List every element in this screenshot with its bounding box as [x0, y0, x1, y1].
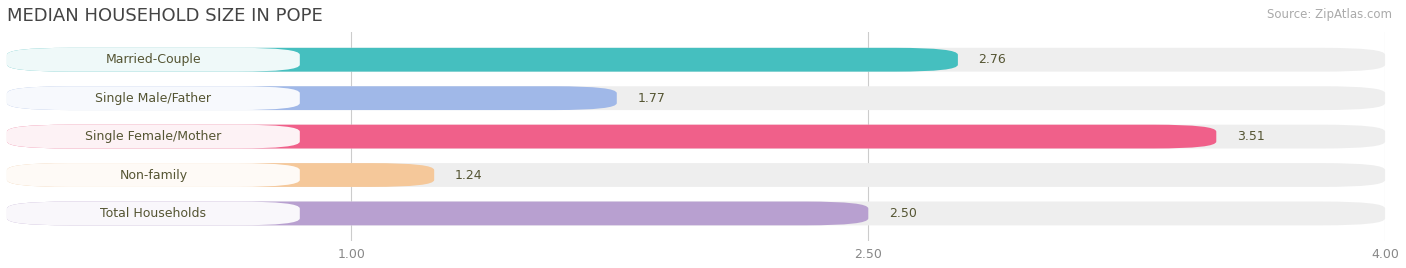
- FancyBboxPatch shape: [7, 163, 434, 187]
- FancyBboxPatch shape: [7, 163, 1385, 187]
- Text: 2.50: 2.50: [889, 207, 917, 220]
- FancyBboxPatch shape: [7, 86, 1385, 110]
- Text: Total Households: Total Households: [100, 207, 207, 220]
- FancyBboxPatch shape: [7, 163, 299, 187]
- FancyBboxPatch shape: [7, 125, 1385, 148]
- Text: Single Male/Father: Single Male/Father: [96, 92, 211, 105]
- Text: 1.24: 1.24: [456, 169, 482, 181]
- FancyBboxPatch shape: [7, 202, 1385, 225]
- Text: Married-Couple: Married-Couple: [105, 53, 201, 66]
- Text: Source: ZipAtlas.com: Source: ZipAtlas.com: [1267, 8, 1392, 21]
- Text: 2.76: 2.76: [979, 53, 1007, 66]
- FancyBboxPatch shape: [7, 202, 869, 225]
- Text: 1.77: 1.77: [637, 92, 665, 105]
- Text: 3.51: 3.51: [1237, 130, 1265, 143]
- Text: MEDIAN HOUSEHOLD SIZE IN POPE: MEDIAN HOUSEHOLD SIZE IN POPE: [7, 7, 323, 25]
- FancyBboxPatch shape: [7, 48, 957, 72]
- Text: Non-family: Non-family: [120, 169, 187, 181]
- FancyBboxPatch shape: [7, 125, 299, 148]
- FancyBboxPatch shape: [7, 86, 299, 110]
- FancyBboxPatch shape: [7, 125, 1216, 148]
- Text: Single Female/Mother: Single Female/Mother: [86, 130, 222, 143]
- FancyBboxPatch shape: [7, 86, 617, 110]
- FancyBboxPatch shape: [7, 202, 299, 225]
- FancyBboxPatch shape: [7, 48, 1385, 72]
- FancyBboxPatch shape: [7, 48, 299, 72]
